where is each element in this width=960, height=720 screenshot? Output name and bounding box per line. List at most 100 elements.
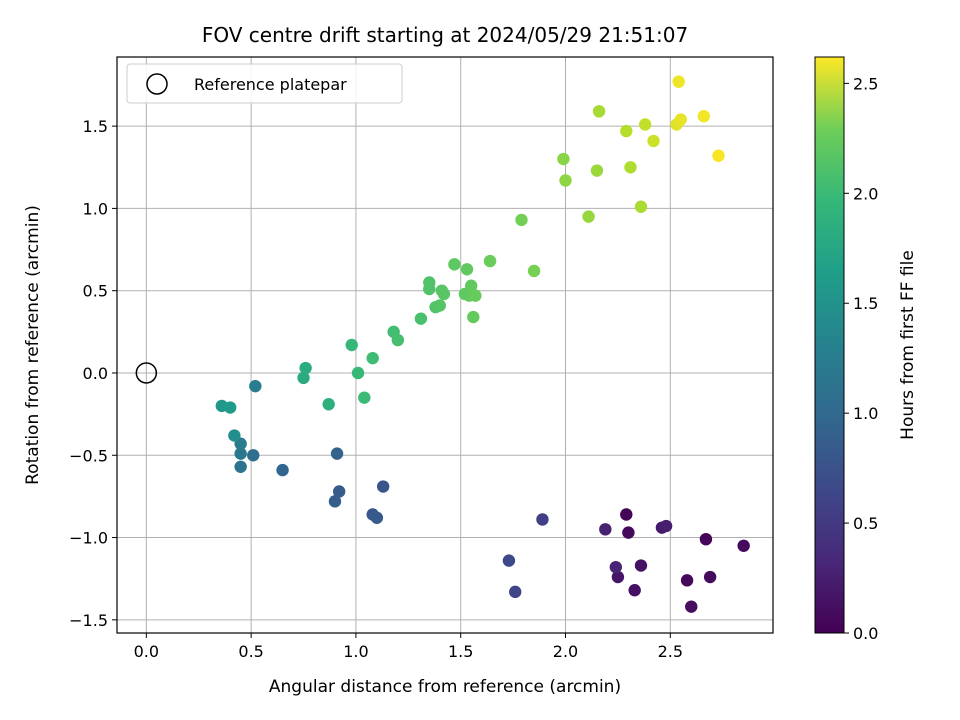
scatter-point xyxy=(737,539,750,552)
colorbar-tick-label: 2.0 xyxy=(853,184,878,203)
y-axis-ticks: −1.5 −1.0 −0.5 0.0 0.5 1.0 1.5 xyxy=(69,117,117,630)
scatter-point xyxy=(515,213,528,227)
scatter-point xyxy=(345,338,358,352)
scatter-point xyxy=(620,124,633,138)
scatter-point xyxy=(659,519,673,533)
x-tick-label: 1.0 xyxy=(343,642,368,661)
scatter-point xyxy=(376,480,390,493)
x-tick-label: 0.0 xyxy=(134,642,159,661)
scatter-point xyxy=(685,600,698,613)
colorbar-tick-label: 1.5 xyxy=(853,294,878,313)
y-tick-label: 1.0 xyxy=(83,199,108,218)
x-tick-label: 2.0 xyxy=(553,642,578,661)
scatter-point xyxy=(527,264,541,278)
scatter-point xyxy=(622,526,635,539)
scatter-point xyxy=(322,398,335,411)
scatter-point xyxy=(609,560,623,574)
y-tick-label: 1.5 xyxy=(83,117,108,136)
scatter-point xyxy=(297,371,310,385)
scatter-point xyxy=(634,559,648,572)
scatter-point xyxy=(536,513,549,526)
scatter-point xyxy=(328,495,342,508)
scatter-point xyxy=(582,210,595,223)
scatter-point xyxy=(234,447,247,460)
scatter-point xyxy=(299,361,312,375)
scatter-point xyxy=(276,463,289,477)
scatter-point xyxy=(697,110,711,123)
scatter-point xyxy=(590,164,604,177)
scatter-point xyxy=(509,585,522,599)
scatter-point xyxy=(366,351,379,365)
scatter-point xyxy=(624,161,637,174)
x-tick-label: 1.5 xyxy=(448,642,473,661)
scatter-point xyxy=(559,174,572,187)
legend-label: Reference platepar xyxy=(194,75,347,94)
scatter-point xyxy=(620,508,633,521)
scatter-point xyxy=(467,310,480,324)
scatter-point xyxy=(464,279,478,292)
scatter-point xyxy=(599,523,612,536)
chart-title: FOV centre drift starting at 2024/05/29 … xyxy=(202,23,688,47)
x-axis-label: Angular distance from reference (arcmin) xyxy=(269,677,621,697)
scatter-point xyxy=(370,511,384,524)
colorbar-tick-label: 1.0 xyxy=(853,404,878,423)
colorbar-gradient xyxy=(814,56,845,634)
reference-point-marker xyxy=(135,362,158,384)
scatter-point xyxy=(460,263,474,276)
scatter-point xyxy=(674,113,687,126)
legend: Reference platepar xyxy=(126,63,403,104)
scatter-point xyxy=(557,152,570,166)
y-tick-label: −1.5 xyxy=(69,611,108,630)
y-tick-label: 0.5 xyxy=(83,282,108,301)
scatter-point xyxy=(423,282,436,296)
scatter-point xyxy=(234,460,247,473)
y-tick-label: −0.5 xyxy=(69,446,108,465)
scatter-point xyxy=(433,299,446,312)
scatter-point xyxy=(330,447,344,460)
scatter-point xyxy=(628,584,641,597)
colorbar-tick-label: 0.0 xyxy=(853,624,878,643)
x-tick-label: 2.5 xyxy=(658,642,683,661)
scatter-point xyxy=(391,333,405,347)
colorbar-label: Hours from first FF file xyxy=(898,250,918,440)
scatter-point xyxy=(592,105,606,118)
scatter-point xyxy=(448,258,461,271)
colorbar-tick-label: 2.5 xyxy=(853,74,878,93)
scatter-point xyxy=(680,574,694,587)
x-tick-label: 0.5 xyxy=(238,642,263,661)
legend-marker-icon xyxy=(146,73,168,95)
scatter-point xyxy=(712,149,725,162)
scatter-point xyxy=(502,554,516,567)
colorbar-ticks: 0.0 0.5 1.0 1.5 2.0 2.5 xyxy=(844,74,878,643)
scatter-point xyxy=(469,289,482,302)
colorbar: 0.0 0.5 1.0 1.5 2.0 2.5 Hours from first FF f… xyxy=(814,56,918,643)
scatter-point xyxy=(332,485,346,498)
scatter-point xyxy=(638,118,652,131)
scatter-point xyxy=(223,401,237,414)
scatter-point xyxy=(483,254,497,268)
scatter-points xyxy=(215,75,750,613)
scatter-point xyxy=(437,287,451,301)
scatter-point xyxy=(647,134,660,148)
y-axis-label: Rotation from reference (arcmin) xyxy=(23,205,43,485)
scatter-point xyxy=(414,312,428,325)
reference-marker-group xyxy=(135,362,158,384)
scatter-point xyxy=(672,75,685,88)
y-tick-label: −1.0 xyxy=(69,529,108,548)
grid-lines xyxy=(117,57,773,633)
scatter-point xyxy=(634,200,648,213)
x-axis-ticks: 0.0 0.5 1.0 1.5 2.0 2.5 xyxy=(134,633,683,661)
scatter-point xyxy=(351,366,365,380)
scatter-point xyxy=(228,429,241,442)
scatter-point xyxy=(703,570,717,584)
scatter-point xyxy=(247,449,260,462)
scatter-point xyxy=(249,379,262,393)
legend-box xyxy=(126,63,403,104)
y-tick-label: 0.0 xyxy=(83,364,108,383)
scatter-point xyxy=(699,532,713,546)
plot-frame xyxy=(116,56,774,634)
scatter-point xyxy=(611,570,625,584)
scatter-point xyxy=(358,391,371,404)
colorbar-tick-label: 0.5 xyxy=(853,514,878,533)
